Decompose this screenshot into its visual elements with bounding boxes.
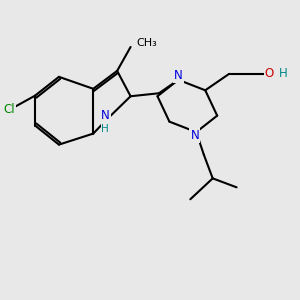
Text: N: N [174,69,183,82]
Text: H: H [101,124,109,134]
Text: O: O [265,68,274,80]
Text: H: H [278,68,287,80]
Text: N: N [101,110,110,122]
Text: Cl: Cl [4,103,16,116]
Text: CH₃: CH₃ [136,38,157,48]
Text: N: N [190,129,199,142]
